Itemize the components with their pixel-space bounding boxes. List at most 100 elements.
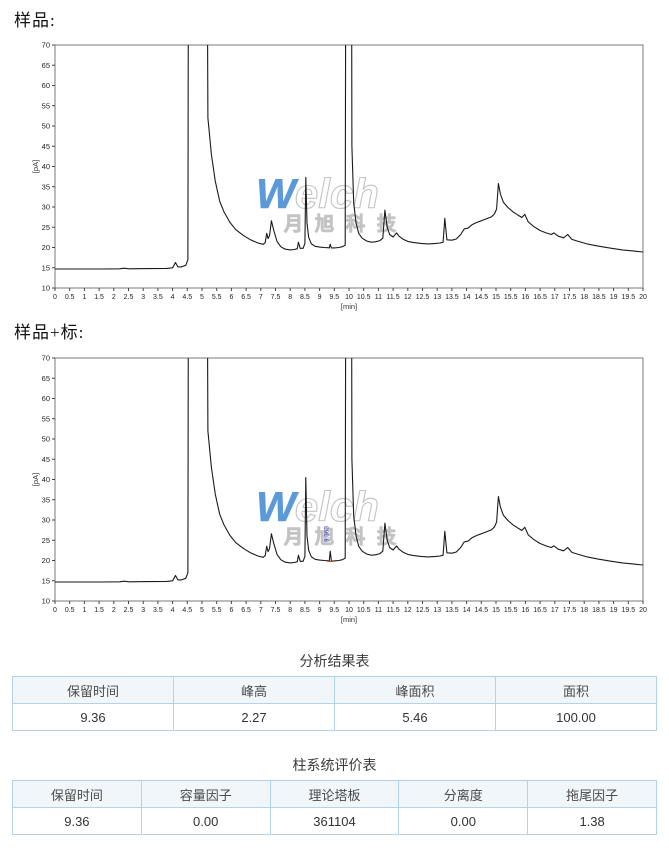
svg-text:18: 18 bbox=[580, 294, 588, 301]
header-cell: 拖尾因子 bbox=[527, 780, 657, 808]
column-evaluation-table: 保留时间 容量因子 理论塔板 分离度 拖尾因子 9.36 0.00 361104 0.00 1.3… bbox=[12, 780, 657, 835]
value-cell: 9.36 bbox=[12, 807, 142, 835]
svg-text:3.5: 3.5 bbox=[153, 607, 163, 614]
chromatogram-trace bbox=[55, 358, 643, 583]
svg-text:15.5: 15.5 bbox=[504, 607, 518, 614]
svg-text:45: 45 bbox=[42, 455, 50, 464]
svg-text:35: 35 bbox=[42, 495, 50, 504]
svg-text:17.5: 17.5 bbox=[563, 607, 577, 614]
svg-text:20: 20 bbox=[639, 294, 647, 301]
x-axis-label: [min] bbox=[341, 302, 357, 311]
header-cell: 保留时间 bbox=[12, 676, 174, 704]
plot-border bbox=[54, 44, 644, 289]
value-cell: 1.38 bbox=[527, 807, 657, 835]
table-row: 保留时间 容量因子 理论塔板 分离度 拖尾因子 bbox=[12, 780, 657, 808]
svg-text:10.5: 10.5 bbox=[357, 607, 371, 614]
svg-text:15.5: 15.5 bbox=[504, 294, 518, 301]
svg-text:18: 18 bbox=[580, 607, 588, 614]
svg-text:6.5: 6.5 bbox=[241, 607, 251, 614]
svg-text:15: 15 bbox=[42, 576, 50, 585]
svg-text:70: 70 bbox=[42, 354, 50, 363]
svg-text:4.5: 4.5 bbox=[182, 607, 192, 614]
svg-text:5.5: 5.5 bbox=[212, 607, 222, 614]
svg-text:14: 14 bbox=[463, 607, 471, 614]
svg-text:65: 65 bbox=[42, 61, 50, 70]
svg-text:9: 9 bbox=[318, 294, 322, 301]
svg-text:12: 12 bbox=[404, 294, 412, 301]
svg-text:45: 45 bbox=[42, 142, 50, 151]
analysis-results-table-title: 分析结果表 bbox=[299, 653, 370, 669]
svg-text:60: 60 bbox=[42, 81, 50, 90]
svg-text:19.5: 19.5 bbox=[621, 294, 635, 301]
svg-text:12: 12 bbox=[404, 607, 412, 614]
svg-text:70: 70 bbox=[42, 41, 50, 50]
svg-text:Welch: Welch bbox=[256, 170, 379, 217]
svg-text:50: 50 bbox=[42, 122, 50, 131]
svg-text:2: 2 bbox=[112, 294, 116, 301]
table-row: 9.36 2.27 5.46 100.00 bbox=[12, 703, 657, 731]
svg-text:7: 7 bbox=[259, 607, 263, 614]
svg-text:13: 13 bbox=[433, 607, 441, 614]
svg-text:17.5: 17.5 bbox=[563, 294, 577, 301]
value-cell: 2.27 bbox=[173, 703, 335, 731]
x-axis-ticks: 0 0.5 1 1.5 2 2.5 3 3.5 4 4.5 5 5.5 6 6.5 7 7.5 8 8.5 9 9.5… bbox=[53, 601, 647, 614]
svg-text:4.5: 4.5 bbox=[182, 294, 192, 301]
svg-text:18.5: 18.5 bbox=[592, 607, 606, 614]
svg-text:15: 15 bbox=[492, 607, 500, 614]
value-cell: 0.00 bbox=[140, 807, 271, 835]
svg-text:月旭科技: 月旭科技 bbox=[283, 525, 408, 548]
svg-text:30: 30 bbox=[42, 516, 50, 525]
svg-text:0: 0 bbox=[53, 607, 57, 614]
svg-text:19: 19 bbox=[610, 294, 618, 301]
svg-text:2.5: 2.5 bbox=[124, 607, 134, 614]
svg-text:4: 4 bbox=[171, 294, 175, 301]
y-axis-label: [pA] bbox=[31, 473, 40, 486]
svg-text:7: 7 bbox=[259, 294, 263, 301]
chromatogram-trace bbox=[55, 45, 643, 270]
svg-text:9.5: 9.5 bbox=[329, 294, 339, 301]
svg-text:3.5: 3.5 bbox=[153, 294, 163, 301]
svg-text:20: 20 bbox=[42, 243, 50, 252]
svg-text:16: 16 bbox=[522, 294, 530, 301]
svg-text:16.5: 16.5 bbox=[533, 294, 547, 301]
plot-border bbox=[54, 357, 644, 602]
peak-retention-time-label: 9.363 bbox=[323, 526, 330, 543]
svg-text:11: 11 bbox=[375, 294, 382, 301]
svg-text:11.5: 11.5 bbox=[387, 607, 400, 614]
header-cell: 面积 bbox=[495, 676, 657, 704]
svg-text:12.5: 12.5 bbox=[416, 607, 430, 614]
svg-text:Welch: Welch bbox=[256, 483, 379, 530]
svg-text:10.5: 10.5 bbox=[357, 294, 371, 301]
svg-text:5: 5 bbox=[200, 294, 204, 301]
svg-text:13: 13 bbox=[433, 294, 441, 301]
value-cell: 100.00 bbox=[495, 703, 657, 731]
svg-text:20: 20 bbox=[42, 556, 50, 565]
x-axis-label: [min] bbox=[341, 615, 357, 624]
svg-text:30: 30 bbox=[42, 203, 50, 212]
x-axis-ticks: 0 0.5 1 1.5 2 2.5 3 3.5 4 4.5 5 5.5 6 6.5 7 7.5 8 8.5 9 9.5… bbox=[53, 288, 647, 301]
header-cell: 峰高 bbox=[173, 676, 335, 704]
svg-text:0.5: 0.5 bbox=[65, 607, 75, 614]
svg-text:13.5: 13.5 bbox=[445, 294, 459, 301]
svg-text:10: 10 bbox=[42, 284, 50, 293]
svg-text:2.5: 2.5 bbox=[124, 294, 134, 301]
svg-text:11.5: 11.5 bbox=[387, 294, 400, 301]
svg-text:13.5: 13.5 bbox=[445, 607, 459, 614]
y-axis-label: [pA] bbox=[31, 160, 40, 173]
svg-text:6.5: 6.5 bbox=[241, 294, 251, 301]
svg-text:5.5: 5.5 bbox=[212, 294, 222, 301]
svg-text:9.5: 9.5 bbox=[329, 607, 339, 614]
svg-text:1.5: 1.5 bbox=[94, 607, 104, 614]
svg-text:18.5: 18.5 bbox=[592, 294, 606, 301]
sample-plus-standard-section-label: 样品+标: bbox=[14, 323, 85, 342]
column-evaluation-table-title: 柱系统评价表 bbox=[292, 757, 377, 773]
analysis-results-table: 保留时间 峰高 峰面积 面积 9.36 2.27 5.46 100.00 bbox=[12, 676, 657, 731]
svg-text:55: 55 bbox=[42, 414, 50, 423]
svg-text:1: 1 bbox=[82, 607, 86, 614]
svg-text:17: 17 bbox=[551, 294, 559, 301]
header-cell: 峰面积 bbox=[334, 676, 496, 704]
svg-text:0.5: 0.5 bbox=[65, 294, 75, 301]
svg-text:40: 40 bbox=[42, 475, 50, 484]
